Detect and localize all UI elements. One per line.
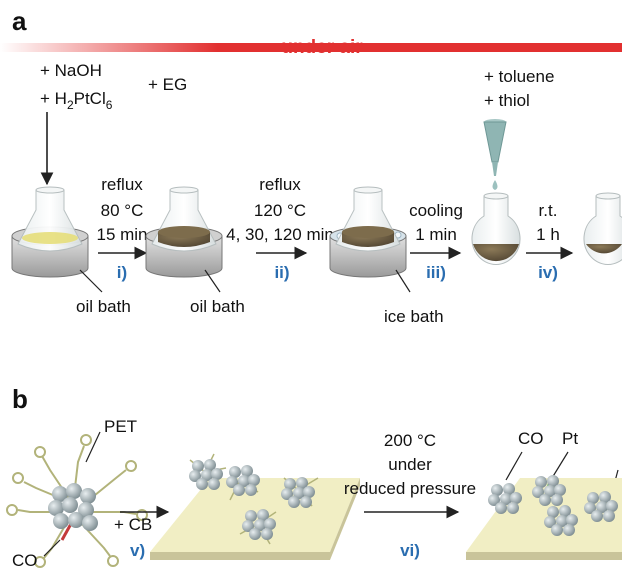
step-ii-numeral: ii) <box>274 263 289 282</box>
step-iv-line2: 1 h <box>536 225 560 244</box>
panel-a-letter: a <box>12 6 27 36</box>
step-i-line3: 15 min <box>96 225 147 244</box>
flask-4-round <box>471 192 521 265</box>
step-iv-numeral: iv) <box>538 263 558 282</box>
carbon-support-with-clusters <box>150 453 360 560</box>
ice-bath-label: ice bath <box>384 307 444 326</box>
co-label-top: CO <box>518 429 544 448</box>
oil-bath-pointer-2 <box>204 269 221 293</box>
additive-thiol: + thiol <box>484 91 530 110</box>
dropper <box>483 119 507 190</box>
flask-1-oil-bath <box>11 186 89 278</box>
additive-toluene: + toluene <box>484 67 554 86</box>
step-ii-line2: 120 °C <box>254 201 306 220</box>
step-vi-numeral: vi) <box>400 541 420 560</box>
pt-pointer <box>551 451 569 479</box>
oil-bath-label-2: oil bath <box>190 297 245 316</box>
step-iv-line1: r.t. <box>539 201 558 220</box>
step-iii-line2: 1 min <box>415 225 457 244</box>
under-air-label: under air <box>281 37 363 58</box>
step-vi-line2: under <box>388 455 432 474</box>
oil-bath-label-1: oil bath <box>76 297 131 316</box>
thiolate-ligand-shell <box>6 434 148 568</box>
co-pointer-bottom <box>43 539 61 557</box>
flask-3-ice-bath <box>329 186 407 278</box>
pet-label: PET <box>104 417 137 436</box>
step-ii-line3: 4, 30, 120 min <box>226 225 334 244</box>
step-iii-line1: cooling <box>409 201 463 220</box>
step-v-numeral: v) <box>130 541 145 560</box>
step-i-numeral: i) <box>117 263 127 282</box>
pt-label: Pt <box>562 429 578 448</box>
reagent-eg: + EG <box>148 75 187 94</box>
step-v-text: + CB <box>114 515 152 534</box>
panel-b-letter: b <box>12 384 28 414</box>
step-vi-line3: reduced pressure <box>344 479 476 498</box>
reagent-naoh: + NaOH <box>40 61 102 80</box>
step-vi-line1: 200 °C <box>384 431 436 450</box>
flask-5-round <box>583 192 622 265</box>
under-air-banner <box>0 43 622 52</box>
final-support-with-clusters <box>466 475 622 560</box>
co-label-bottom: CO <box>12 551 38 570</box>
co-pointer-top <box>505 451 523 481</box>
step-i-line2: 80 °C <box>101 201 144 220</box>
pt-cluster-capped <box>48 483 98 531</box>
step-iii-numeral: iii) <box>426 263 446 282</box>
step-ii-line1: reflux <box>259 175 301 194</box>
ice-bath-pointer <box>395 269 411 293</box>
reagent-h2ptcl6: + H2PtCl6 <box>40 89 113 112</box>
oil-bath-pointer-1 <box>79 269 103 293</box>
step-i-line1: reflux <box>101 175 143 194</box>
flask-2-oil-bath <box>145 186 223 278</box>
pet-pointer <box>85 431 101 463</box>
